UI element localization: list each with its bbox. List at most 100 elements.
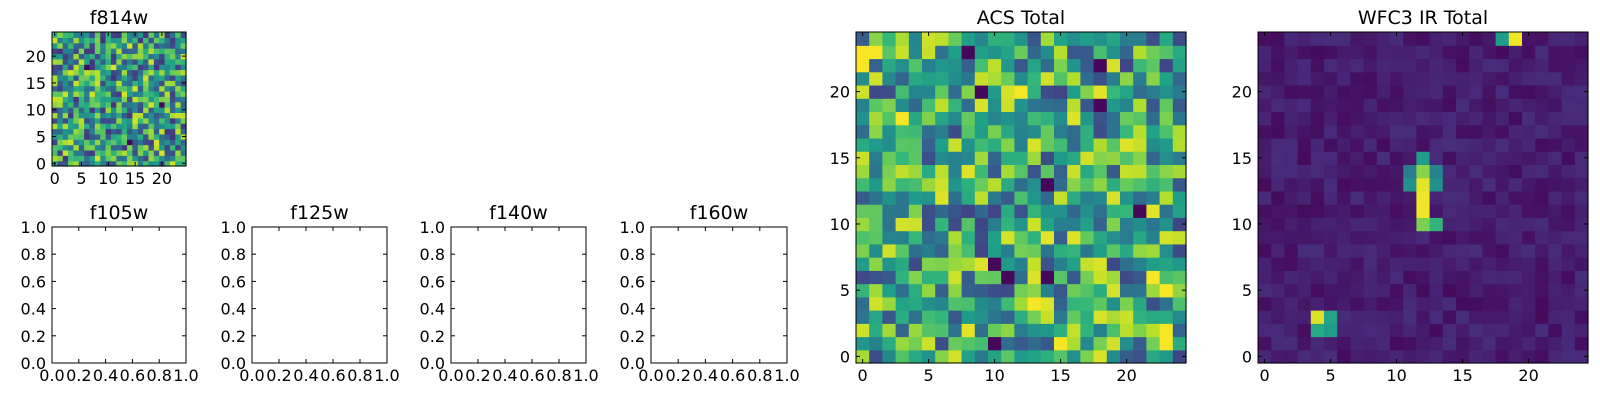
heatmap-cell xyxy=(1106,270,1121,285)
heatmap-cell xyxy=(1535,257,1549,271)
heatmap-cell xyxy=(1258,45,1272,60)
heatmap-cell xyxy=(143,128,150,135)
heatmap-cell xyxy=(961,310,976,324)
heatmap-cell xyxy=(175,90,182,97)
heatmap-cell xyxy=(175,123,182,130)
heatmap-cell xyxy=(961,270,976,285)
heatmap-cell xyxy=(175,160,182,167)
heatmap-cell xyxy=(869,151,883,165)
heatmap-cell xyxy=(1310,71,1325,86)
heatmap-cell xyxy=(78,133,85,140)
heatmap-cell xyxy=(105,80,112,87)
heatmap-cell xyxy=(1535,243,1549,258)
heatmap-cell xyxy=(1284,217,1299,232)
heatmap-cell xyxy=(137,80,144,87)
heatmap-cell xyxy=(127,117,133,124)
heatmap-cell xyxy=(1561,190,1576,205)
heatmap-cell xyxy=(94,48,101,55)
heatmap-cell xyxy=(143,155,150,162)
heatmap-cell xyxy=(1120,283,1134,298)
heatmap-cell xyxy=(961,137,976,152)
heatmap-cell xyxy=(1001,243,1015,258)
heatmap-cell xyxy=(882,270,897,285)
heatmap-cell xyxy=(1337,45,1351,60)
heatmap-cell xyxy=(1350,243,1365,258)
heatmap-cell xyxy=(1442,111,1457,126)
heatmap-cell xyxy=(1456,243,1470,258)
heatmap-cell xyxy=(169,128,176,135)
heatmap-cell xyxy=(1442,310,1457,324)
heatmap-cell xyxy=(1482,177,1497,192)
heatmap-cell xyxy=(1067,217,1081,232)
heatmap-cell xyxy=(1416,336,1431,351)
heatmap-cell xyxy=(105,144,112,151)
heatmap-cell xyxy=(974,137,989,152)
heatmap-cell xyxy=(1054,257,1068,271)
heatmap-cell xyxy=(164,69,171,76)
heatmap-cell xyxy=(84,58,91,65)
heatmap-cell xyxy=(1172,98,1187,113)
heatmap-cell xyxy=(1146,71,1161,86)
heatmap-cell xyxy=(94,53,101,60)
heatmap-cell xyxy=(988,84,1002,99)
heatmap-cell xyxy=(1508,296,1523,311)
heatmap-cell xyxy=(1159,137,1174,152)
heatmap-cell xyxy=(974,257,989,271)
heatmap-cell xyxy=(1535,270,1549,285)
heatmap-cell xyxy=(148,58,155,65)
heatmap-cell xyxy=(935,164,949,179)
heatmap-cell xyxy=(1574,270,1589,285)
y-tick-label: 0.0 xyxy=(420,354,445,373)
heatmap-cell xyxy=(856,243,870,258)
heatmap-cell xyxy=(1271,217,1285,232)
heatmap-cell xyxy=(1324,310,1338,324)
heatmap-cell xyxy=(169,101,176,108)
heatmap-cell xyxy=(882,217,897,232)
heatmap-cell xyxy=(1324,84,1338,99)
heatmap-cell xyxy=(62,53,69,60)
heatmap-cell xyxy=(143,90,150,97)
heatmap-cell xyxy=(922,230,936,245)
heatmap-cell xyxy=(1495,336,1510,351)
heatmap-cell xyxy=(935,243,949,258)
heatmap-cell xyxy=(974,124,989,139)
heatmap-cell xyxy=(94,160,101,167)
heatmap-cell xyxy=(180,48,187,55)
heatmap-cell xyxy=(1040,98,1055,113)
heatmap-cell xyxy=(159,101,166,108)
heatmap-cell xyxy=(1416,151,1431,165)
heatmap-cell xyxy=(1014,32,1029,46)
heatmap-cell xyxy=(73,32,80,38)
heatmap-cell xyxy=(159,37,166,44)
heatmap-cell xyxy=(1159,111,1174,126)
heatmap-cell xyxy=(159,53,166,60)
heatmap-cell xyxy=(1120,204,1134,218)
heatmap-cell xyxy=(1350,336,1365,351)
heatmap-cell xyxy=(1080,164,1095,179)
heatmap-cell xyxy=(1120,349,1134,364)
heatmap-cell xyxy=(1482,137,1497,152)
heatmap-cell xyxy=(127,80,133,87)
heatmap-cell xyxy=(1080,204,1095,218)
heatmap-cell xyxy=(137,155,144,162)
heatmap-cell xyxy=(961,32,976,46)
heatmap-cell xyxy=(961,58,976,73)
heatmap-cell xyxy=(974,230,989,245)
heatmap-cell xyxy=(116,133,123,140)
heatmap-cell xyxy=(1429,98,1444,113)
heatmap-cell xyxy=(1442,137,1457,152)
heatmap-cell xyxy=(895,230,910,245)
heatmap-cell xyxy=(1297,58,1312,73)
heatmap-cell xyxy=(169,112,176,119)
heatmap-cell xyxy=(159,80,166,87)
heatmap-cell xyxy=(180,74,187,81)
heatmap-cell xyxy=(1172,283,1187,298)
heatmap-cell xyxy=(1284,204,1299,218)
heatmap-cell xyxy=(1001,270,1015,285)
heatmap-cell xyxy=(895,323,910,338)
heatmap-cell xyxy=(169,149,176,156)
heatmap-cell xyxy=(974,151,989,165)
heatmap-cell xyxy=(137,96,144,103)
heatmap-cell xyxy=(1093,190,1108,205)
heatmap-cell xyxy=(73,112,80,119)
